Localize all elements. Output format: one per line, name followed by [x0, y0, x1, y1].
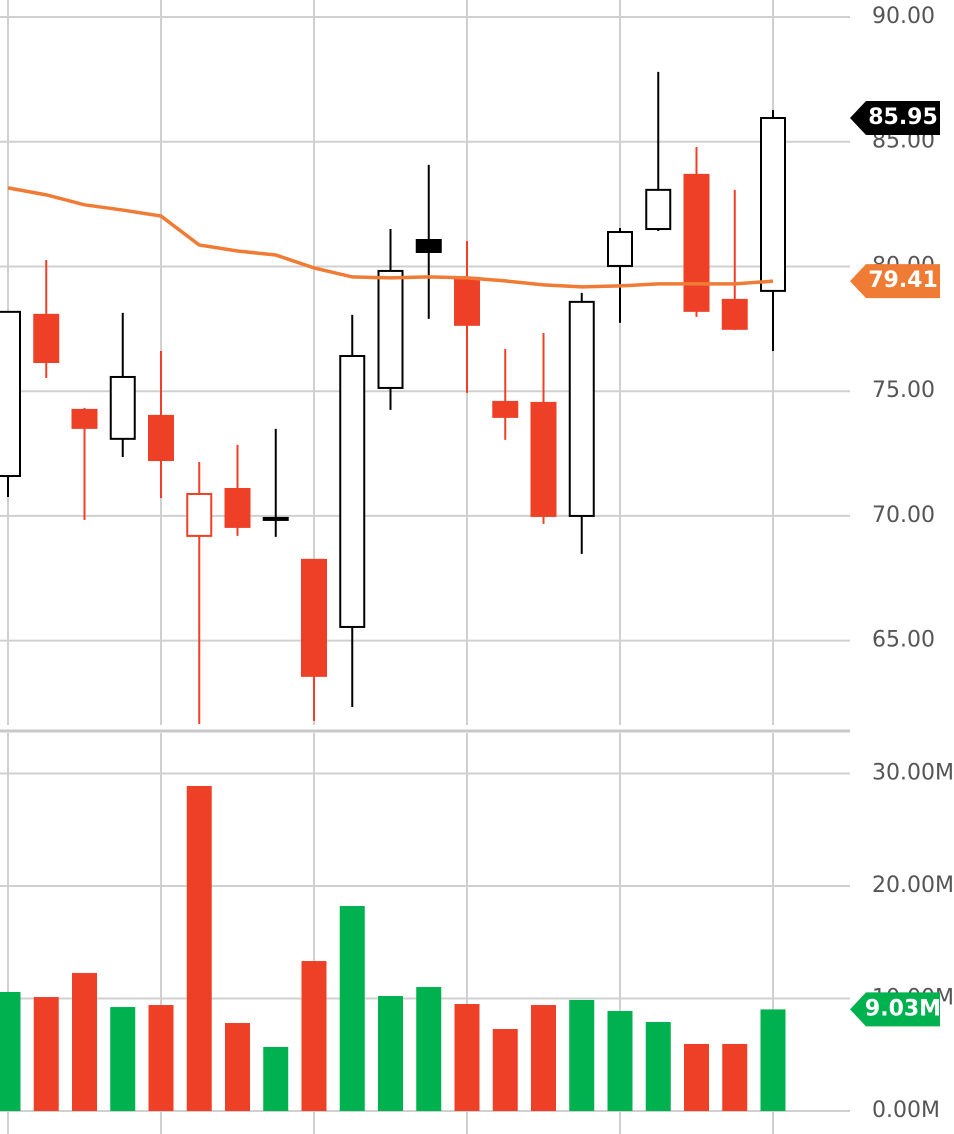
value-tag-label: 85.95 — [868, 105, 938, 130]
y-tick-label: 90.00 — [872, 4, 935, 29]
candle-body — [454, 276, 480, 326]
moving-average-line — [7, 186, 774, 289]
candle-body — [339, 355, 366, 628]
volume-bar — [760, 1009, 786, 1111]
candle-body — [301, 558, 327, 677]
volume-bar — [722, 1043, 748, 1111]
y-tick-label: 65.00 — [872, 628, 935, 653]
volume-bar — [416, 987, 442, 1111]
value-tag — [850, 101, 940, 136]
volume-bar — [263, 1046, 289, 1111]
volume-bar — [492, 1028, 518, 1111]
volume-bar — [301, 961, 327, 1111]
volume-bar — [607, 1010, 633, 1111]
volume-bar — [186, 785, 212, 1111]
volume-bar — [454, 1004, 480, 1111]
marks — [0, 71, 786, 1111]
candle-body — [721, 298, 748, 330]
candle-body — [377, 269, 404, 389]
value-tag-label: 9.03M — [865, 996, 941, 1021]
volume-bar — [684, 1043, 709, 1111]
candle-body — [760, 117, 786, 292]
volume-bar — [531, 1005, 556, 1111]
candle-body — [0, 310, 21, 478]
y-tick-label: 0.00M — [872, 1098, 940, 1123]
candle-body — [186, 492, 213, 537]
volume-bar — [645, 1022, 671, 1111]
y-tick-label: 30.00M — [872, 761, 954, 786]
candle-body — [492, 400, 519, 418]
candle-body — [530, 401, 557, 517]
candle-body — [645, 188, 672, 231]
volume-bar — [339, 906, 365, 1111]
y-tick-label: 75.00 — [872, 378, 935, 403]
value-tag-label: 79.41 — [868, 268, 938, 293]
candle-body — [415, 239, 442, 253]
volume-bar — [0, 991, 21, 1111]
value-tag — [850, 264, 940, 299]
y-tick-label: 20.00M — [872, 873, 954, 898]
volume-bar — [72, 972, 97, 1111]
candle-body — [224, 487, 251, 528]
volume-bar — [569, 999, 595, 1111]
y-tick-label: 70.00 — [872, 503, 935, 528]
tags: 85.95 79.41 9.03M — [850, 101, 941, 1027]
candle-body — [33, 313, 60, 364]
candle-body — [148, 414, 174, 462]
candle-body — [607, 231, 633, 267]
candle-body — [568, 300, 595, 517]
volume-bar — [110, 1007, 136, 1111]
candle-body — [71, 408, 98, 429]
candle-body — [109, 375, 136, 440]
value-tag — [850, 992, 940, 1027]
candle-body — [683, 173, 710, 312]
volume-bar — [378, 996, 403, 1111]
volume-bar — [225, 1023, 250, 1111]
candle-body — [262, 516, 289, 521]
volume-bar — [148, 1005, 174, 1111]
volume-bar — [33, 997, 59, 1111]
